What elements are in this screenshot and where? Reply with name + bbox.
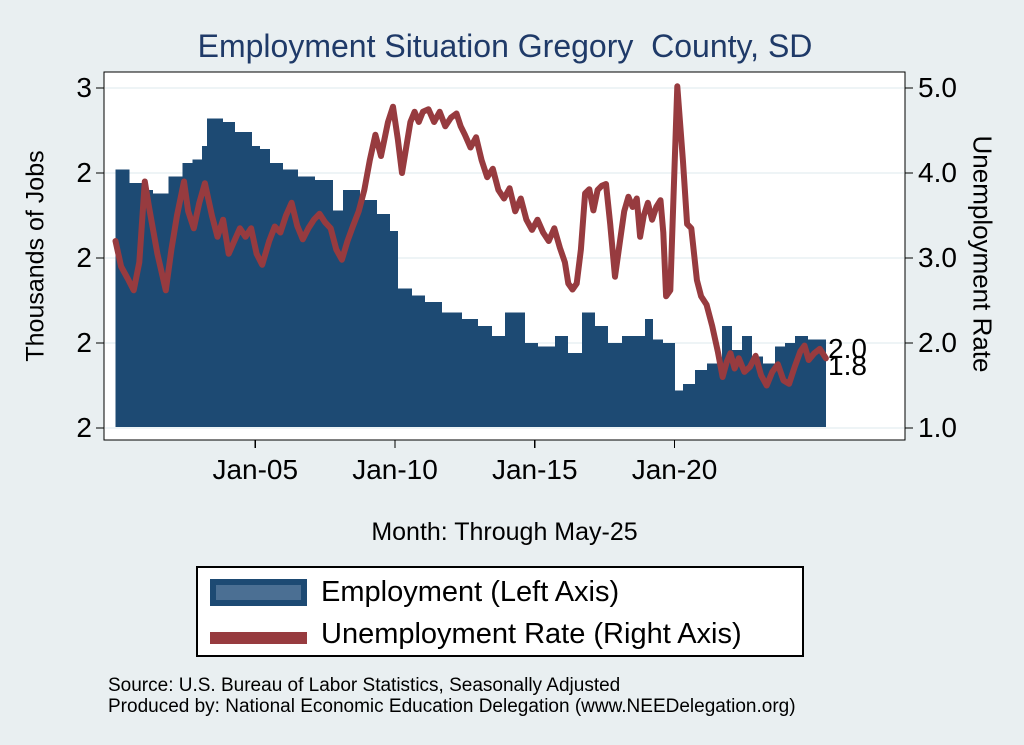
right-tick-label: 4.0	[918, 157, 957, 188]
right-tick-label: 2.0	[918, 327, 957, 358]
employment-bars	[115, 118, 826, 428]
x-tick-label: Jan-20	[631, 454, 718, 485]
left-tick-label: 2	[76, 327, 92, 358]
left-tick-label: 2	[76, 412, 92, 443]
right-tick-label: 1.0	[918, 412, 957, 443]
employment-bar-swatch-icon	[210, 578, 307, 606]
x-tick-label: Jan-15	[491, 454, 578, 485]
x-tick-label: Jan-10	[352, 454, 438, 485]
tick-marks	[96, 87, 913, 448]
x-axis-title: Month: Through May-25	[371, 518, 638, 546]
unemployment-line-swatch-icon	[210, 632, 307, 644]
legend-label-employment: Employment (Left Axis)	[321, 575, 620, 608]
plot-area	[96, 71, 913, 448]
left-tick-label: 2	[76, 157, 92, 188]
legend-item-employment: Employment (Left Axis)	[210, 575, 620, 608]
legend-label-unemployment: Unemployment Rate (Right Axis)	[321, 617, 742, 650]
source-line: Source: U.S. Bureau of Labor Statistics,…	[108, 675, 621, 696]
right-tick-label: 3.0	[918, 242, 957, 273]
right-tick-label: 5.0	[918, 72, 957, 103]
chart-title: Employment Situation Gregory County, SD	[197, 28, 813, 64]
legend-item-unemployment: Unemployment Rate (Right Axis)	[210, 617, 742, 650]
legend: Employment (Left Axis) Unemployment Rate…	[196, 566, 804, 657]
unemployment-end-value-label: 1.8	[828, 350, 867, 381]
x-tick-label: Jan-05	[212, 454, 299, 485]
left-tick-label: 3	[76, 72, 92, 103]
employment-end-value-label: 2.0	[828, 333, 867, 364]
unemployment-line	[112, 83, 829, 389]
left-tick-label: 2	[76, 242, 92, 273]
employment-bar-swatch-inner	[216, 584, 301, 600]
produced-by-line: Produced by: National Economic Education…	[108, 696, 796, 717]
source-note: Source: U.S. Bureau of Labor Statistics,…	[108, 675, 796, 717]
